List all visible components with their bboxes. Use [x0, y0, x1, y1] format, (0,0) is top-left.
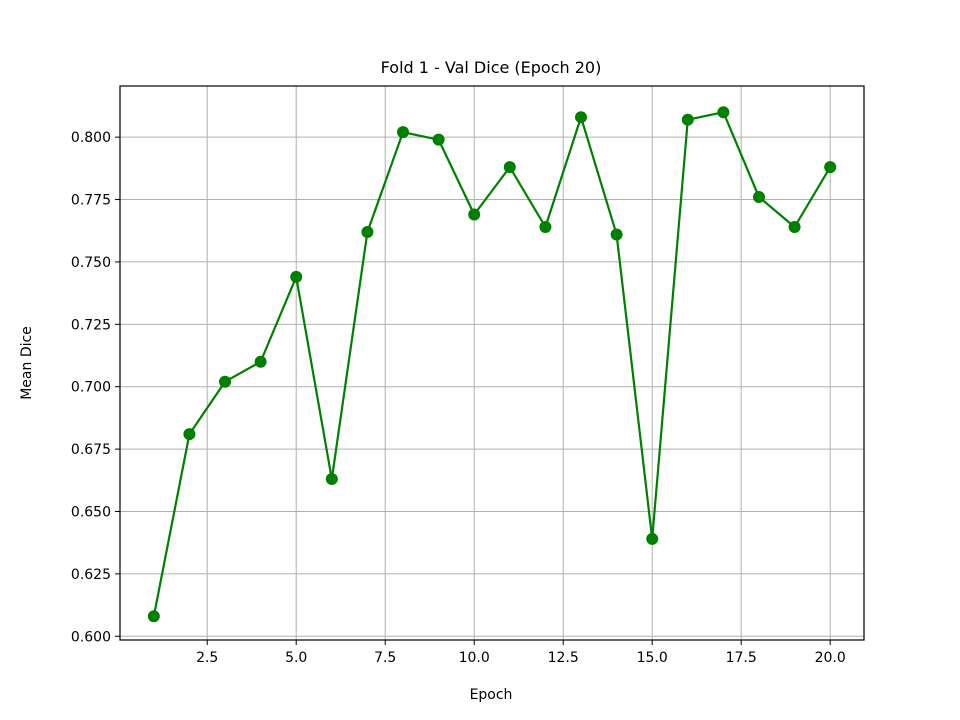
x-tick-label: 7.5	[374, 650, 396, 666]
data-point	[147, 610, 160, 623]
points-layer	[147, 106, 837, 623]
data-point	[361, 225, 374, 238]
data-point	[824, 161, 837, 174]
data-point	[610, 228, 623, 241]
data-point	[717, 106, 730, 119]
data-point	[681, 113, 694, 126]
y-axis-label: Mean Dice	[19, 326, 35, 400]
data-point	[183, 428, 196, 441]
y-tick-label: 0.650	[71, 504, 111, 520]
series-layer	[152, 111, 832, 617]
chart-title: Fold 1 - Val Dice (Epoch 20)	[381, 58, 602, 77]
y-tick-label: 0.600	[71, 629, 111, 645]
data-point	[646, 532, 659, 545]
x-tick-label: 15.0	[637, 650, 668, 666]
grid-layer	[120, 86, 864, 640]
data-point	[254, 355, 267, 368]
x-tick-label: 5.0	[285, 650, 307, 666]
data-point	[503, 161, 516, 174]
y-tick-label: 0.625	[71, 567, 111, 583]
y-tick-label: 0.800	[71, 130, 111, 146]
data-point	[219, 375, 232, 388]
data-point	[432, 133, 445, 146]
x-tick-label: 17.5	[726, 650, 757, 666]
y-tick-label: 0.750	[71, 255, 111, 271]
series-line	[152, 111, 832, 617]
y-tick-label: 0.775	[71, 193, 111, 209]
plot-frame	[119, 85, 865, 641]
y-axis-ticks: 0.600 0.625 0.650 0.675 0.700 0.725 0.750 0.775…	[71, 130, 120, 645]
x-axis-ticks: 2.5 5.0 7.5 10.0 12.5 15.0 17.5 20.0	[196, 640, 846, 666]
data-point	[290, 270, 303, 283]
data-point	[574, 111, 587, 124]
x-tick-label: 10.0	[459, 650, 490, 666]
data-point	[539, 220, 552, 233]
y-tick-label: 0.725	[71, 317, 111, 333]
data-point	[397, 126, 410, 139]
x-tick-label: 12.5	[548, 650, 579, 666]
y-tick-label: 0.675	[71, 442, 111, 458]
x-axis-label: Epoch	[470, 687, 513, 703]
x-tick-label: 2.5	[196, 650, 218, 666]
data-point	[468, 208, 481, 221]
data-point	[788, 220, 801, 233]
x-tick-label: 20.0	[815, 650, 846, 666]
data-point	[325, 473, 338, 486]
y-tick-label: 0.700	[71, 380, 111, 396]
data-point	[752, 191, 765, 204]
